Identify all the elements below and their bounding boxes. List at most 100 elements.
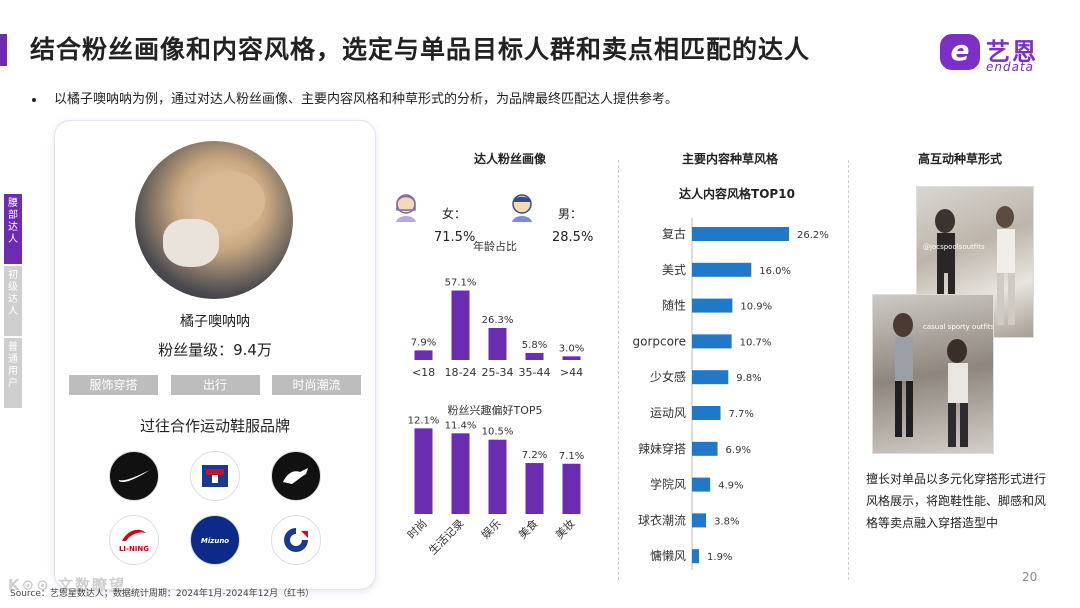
section-divider-2 [848, 160, 849, 580]
fan-profile-title: 达人粉丝画像 [473, 152, 546, 166]
bar-9 [692, 549, 700, 564]
bullet-dot-icon [32, 97, 36, 102]
bar-0 [414, 350, 433, 360]
logo-en-text: endata [986, 60, 1035, 74]
kol-name: 橘子噢呐呐 [180, 314, 250, 330]
tick-label-3: 美食 [515, 516, 540, 541]
fans-count: 粉丝量级：9.4万 [158, 341, 272, 359]
bar-3 [692, 334, 732, 349]
female-label: 女： [442, 207, 467, 221]
value-label-0: 7.9% [411, 337, 436, 348]
value-label-4: 7.1% [559, 451, 584, 462]
avatar [135, 141, 293, 299]
fila-logo-icon [190, 451, 240, 501]
bar-2 [692, 298, 733, 313]
bar-4 [692, 370, 729, 385]
chart-title: 粉丝兴趣偏好TOP5 [447, 403, 542, 417]
side-tab-normal-user[interactable]: 普通用户 [4, 338, 22, 408]
value-label-1: 16.0% [759, 266, 791, 277]
value-label-4: 3.0% [559, 343, 584, 354]
value-label-7: 4.9% [718, 481, 743, 492]
tick-label-4: 美妆 [553, 517, 578, 542]
tick-label-8: 球衣潮流 [638, 512, 686, 527]
content-tags: 服饰穿搭 出行 时尚潮流 [69, 375, 361, 395]
bar-5 [692, 406, 721, 420]
bar-2 [488, 328, 507, 360]
photo-overlay-text-1: @jocspoolsoutfits [923, 243, 985, 251]
female-value: 71.5% [434, 230, 476, 245]
tick-label-3: gorpcore [632, 334, 686, 348]
bar-3 [525, 352, 544, 360]
bar-7 [692, 477, 711, 492]
value-label-2: 26.3% [482, 315, 514, 326]
logo-mark-icon: e [940, 34, 980, 70]
tick-label-0: <18 [412, 366, 435, 379]
interaction-caption: 擅长对单品以多元化穿搭形式进行风格展示，将跑鞋性能、脚感和风格等卖点融入穿搭造型… [866, 472, 1047, 530]
bar-4 [562, 356, 581, 360]
tick-label-7: 学院风 [650, 477, 686, 492]
value-label-6: 6.9% [726, 445, 751, 456]
mizuno-logo-icon: Mizuno [190, 515, 240, 565]
bar-1 [451, 433, 470, 514]
bar-2 [488, 439, 507, 514]
bar-0 [692, 227, 790, 241]
value-label-3: 10.7% [740, 337, 772, 348]
title-accent-bar [0, 34, 7, 66]
logo-cn-text: 艺恩 [986, 38, 1038, 66]
nike-swoosh-icon [109, 451, 159, 501]
photo-overlay-text-2: casual sporty outfits [923, 323, 994, 331]
page-title: 结合粉丝画像和内容风格，选定与单品目标人群和卖点相匹配的达人 [30, 35, 811, 64]
svg-text:LI-NING: LI-NING [119, 545, 149, 553]
page-number: 20 [1022, 570, 1038, 584]
male-avatar-icon [508, 192, 534, 222]
tick-label-0: 复古 [662, 226, 686, 241]
value-label-2: 10.9% [740, 302, 772, 313]
tag-travel: 出行 [170, 375, 260, 395]
tick-label-1: 生活记录 [426, 516, 467, 557]
svg-text:Mizuno: Mizuno [201, 537, 229, 545]
tick-label-9: 慵懒风 [650, 548, 686, 563]
intro-text: 以橘子噢呐呐为例，通过对达人粉丝画像、主要内容风格和种草形式的分析，为品牌最终匹… [54, 92, 679, 107]
value-label-1: 11.4% [445, 420, 477, 431]
value-label-0: 26.2% [797, 230, 829, 241]
bar-4 [562, 463, 581, 514]
intro-bullet: 以橘子噢呐呐为例，通过对达人粉丝画像、主要内容风格和种草形式的分析，为品牌最终匹… [32, 88, 678, 107]
value-label-8: 3.8% [714, 516, 739, 527]
tick-label-2: 25-34 [482, 366, 514, 379]
bar-8 [692, 513, 707, 528]
bar-0 [414, 428, 433, 514]
side-tab-waist-kol[interactable]: 腰部达人 [4, 194, 22, 264]
tick-label-1: 美式 [662, 263, 686, 277]
bar-1 [692, 262, 752, 277]
content-style-title: 主要内容种草风格 [681, 152, 778, 166]
value-label-1: 57.1% [445, 278, 477, 289]
value-label-2: 10.5% [482, 427, 514, 438]
tick-label-1: 18-24 [445, 366, 477, 379]
side-tab-junior-kol[interactable]: 初级达人 [4, 266, 22, 336]
puma-logo-icon [271, 451, 321, 501]
tag-trend: 时尚潮流 [272, 375, 361, 395]
tick-label-6: 辣妹穿搭 [638, 441, 686, 456]
watermark: K⊙⊙ 文数瞭望 [8, 576, 126, 594]
value-label-3: 5.8% [522, 340, 547, 351]
bar-6 [692, 441, 718, 456]
female-avatar-icon [392, 192, 418, 222]
brands-title: 过往合作运动鞋服品牌 [139, 417, 290, 435]
section-divider-1 [618, 160, 619, 580]
tick-label-4: >44 [560, 366, 583, 379]
chart-title: 达人内容风格TOP10 [679, 186, 795, 201]
tick-label-4: 少女感 [650, 369, 686, 384]
endata-logo: e 艺恩 endata [940, 30, 1050, 76]
value-label-4: 9.8% [736, 373, 761, 384]
kol-profile-card: 橘子噢呐呐 粉丝量级：9.4万 服饰穿搭 出行 时尚潮流 过往合作运动鞋服品牌 … [54, 120, 376, 590]
side-tabs: 腰部达人 初级达人 普通用户 [4, 194, 22, 410]
age-distribution-chart: 年龄占比 7.9% <18 57.1% 18-24 26.3% 25-34 5.8% 35-44… [411, 239, 584, 379]
bar-3 [525, 463, 544, 514]
interest-top5-chart: 粉丝兴趣偏好TOP5 12.1% 时尚 11.4% 生活记录 10.5% 娱乐 7.2% 美食 7… [404, 403, 584, 557]
tick-label-2: 娱乐 [478, 516, 503, 541]
interaction-title: 高互动种草形式 [917, 152, 1002, 166]
bar-1 [451, 290, 470, 360]
tick-label-2: 随性 [662, 298, 686, 313]
male-label: 男： [558, 207, 583, 221]
lining-logo-icon: LI-NING [109, 515, 159, 565]
